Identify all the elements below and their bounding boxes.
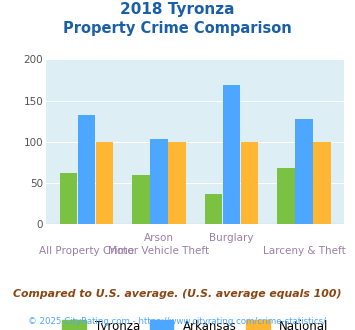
Text: 2018 Tyronza: 2018 Tyronza	[120, 2, 235, 16]
Text: Arson: Arson	[144, 233, 174, 243]
Bar	[78, 115, 95, 224]
Bar	[132, 175, 149, 224]
Bar	[168, 142, 186, 224]
Text: All Property Crime: All Property Crime	[39, 246, 134, 256]
Bar	[277, 168, 295, 224]
Legend: Tyronza, Arkansas, National: Tyronza, Arkansas, National	[59, 316, 332, 330]
Text: Larceny & Theft: Larceny & Theft	[263, 246, 345, 256]
Bar	[96, 142, 113, 224]
Bar	[241, 142, 258, 224]
Text: Compared to U.S. average. (U.S. average equals 100): Compared to U.S. average. (U.S. average …	[13, 289, 342, 299]
Bar	[150, 139, 168, 224]
Bar	[313, 142, 331, 224]
Text: © 2025 CityRating.com - https://www.cityrating.com/crime-statistics/: © 2025 CityRating.com - https://www.city…	[28, 317, 327, 326]
Bar	[295, 119, 313, 224]
Text: Burglary: Burglary	[209, 233, 254, 243]
Bar	[223, 85, 240, 224]
Text: Property Crime Comparison: Property Crime Comparison	[63, 21, 292, 36]
Bar	[205, 194, 222, 224]
Bar	[60, 173, 77, 224]
Text: Motor Vehicle Theft: Motor Vehicle Theft	[108, 246, 209, 256]
